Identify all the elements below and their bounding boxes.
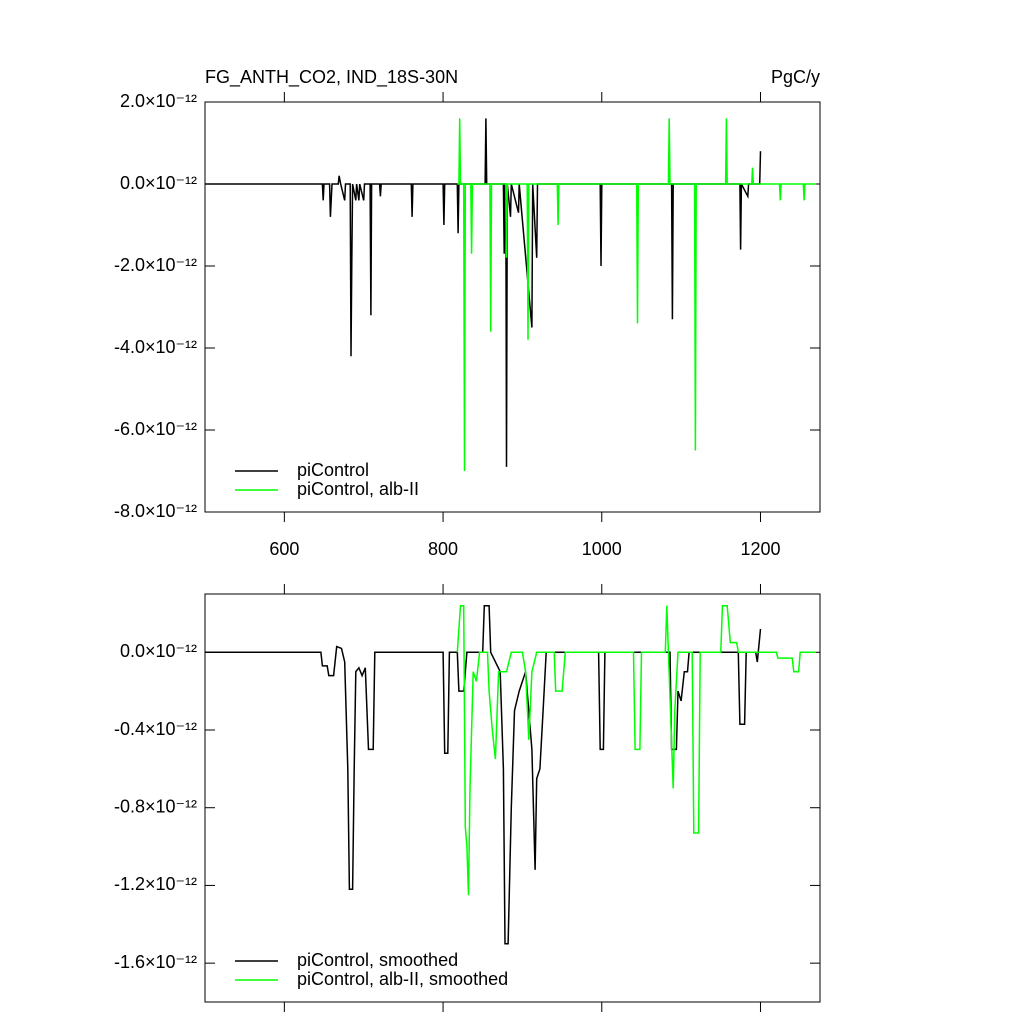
plot-frame bbox=[204, 101, 821, 513]
y-tick-label: -6.0×10⁻¹² bbox=[114, 419, 197, 439]
y-tick-label: -1.6×10⁻¹² bbox=[114, 952, 197, 972]
x-tick-label: 1000 bbox=[582, 539, 622, 559]
legend-label: piControl, alb-II, smoothed bbox=[297, 969, 508, 989]
y-tick-label: -4.0×10⁻¹² bbox=[114, 337, 197, 357]
x-tick-label: 1200 bbox=[740, 539, 780, 559]
plot-frame bbox=[204, 593, 821, 1003]
data-line bbox=[457, 118, 816, 472]
legend-label: piControl, smoothed bbox=[297, 950, 458, 970]
x-tick-label: 800 bbox=[428, 539, 458, 559]
y-tick-label: 0.0×10⁻¹² bbox=[120, 173, 197, 193]
y-tick-label: -8.0×10⁻¹² bbox=[114, 501, 197, 521]
legend-label: piControl, alb-II bbox=[297, 479, 419, 499]
chart-title: FG_ANTH_CO2, IND_18S-30N bbox=[205, 67, 458, 88]
y-tick-label: 2.0×10⁻¹² bbox=[120, 91, 197, 111]
y-tick-label: -2.0×10⁻¹² bbox=[114, 255, 197, 275]
y-tick-label: -0.4×10⁻¹² bbox=[114, 719, 197, 739]
y-tick-label: -0.8×10⁻¹² bbox=[114, 796, 197, 816]
y-tick-label: -1.2×10⁻¹² bbox=[114, 874, 197, 894]
legend-label: piControl bbox=[297, 460, 369, 480]
units-label: PgC/y bbox=[771, 67, 820, 87]
x-tick-label: 600 bbox=[269, 539, 299, 559]
y-tick-label: 0.0×10⁻¹² bbox=[120, 641, 197, 661]
data-line bbox=[456, 604, 816, 896]
data-line bbox=[205, 118, 762, 467]
